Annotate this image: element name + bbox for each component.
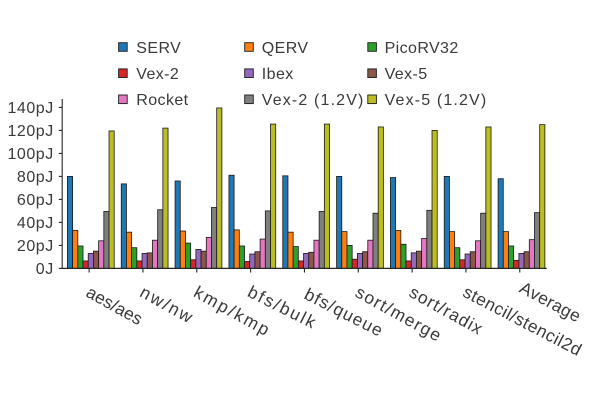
svg-text:Ibex: Ibex [262, 66, 294, 83]
svg-text:Vex-5: Vex-5 [385, 66, 428, 83]
svg-text:100pJ: 100pJ [7, 146, 53, 163]
svg-text:SERV: SERV [136, 40, 181, 57]
svg-text:Vex-2 (1.2V): Vex-2 (1.2V) [262, 92, 365, 109]
svg-text:120pJ: 120pJ [7, 123, 53, 140]
svg-text:60pJ: 60pJ [17, 192, 54, 209]
svg-text:0J: 0J [36, 261, 54, 278]
svg-text:80pJ: 80pJ [17, 169, 54, 186]
svg-text:Rocket: Rocket [136, 92, 188, 109]
svg-text:PicoRV32: PicoRV32 [385, 40, 459, 57]
svg-text:20pJ: 20pJ [17, 238, 54, 255]
svg-text:40pJ: 40pJ [17, 215, 54, 232]
svg-text:Vex-5 (1.2V): Vex-5 (1.2V) [385, 92, 488, 109]
svg-text:QERV: QERV [262, 40, 309, 57]
svg-text:Vex-2: Vex-2 [136, 66, 179, 83]
svg-text:140pJ: 140pJ [7, 100, 53, 117]
